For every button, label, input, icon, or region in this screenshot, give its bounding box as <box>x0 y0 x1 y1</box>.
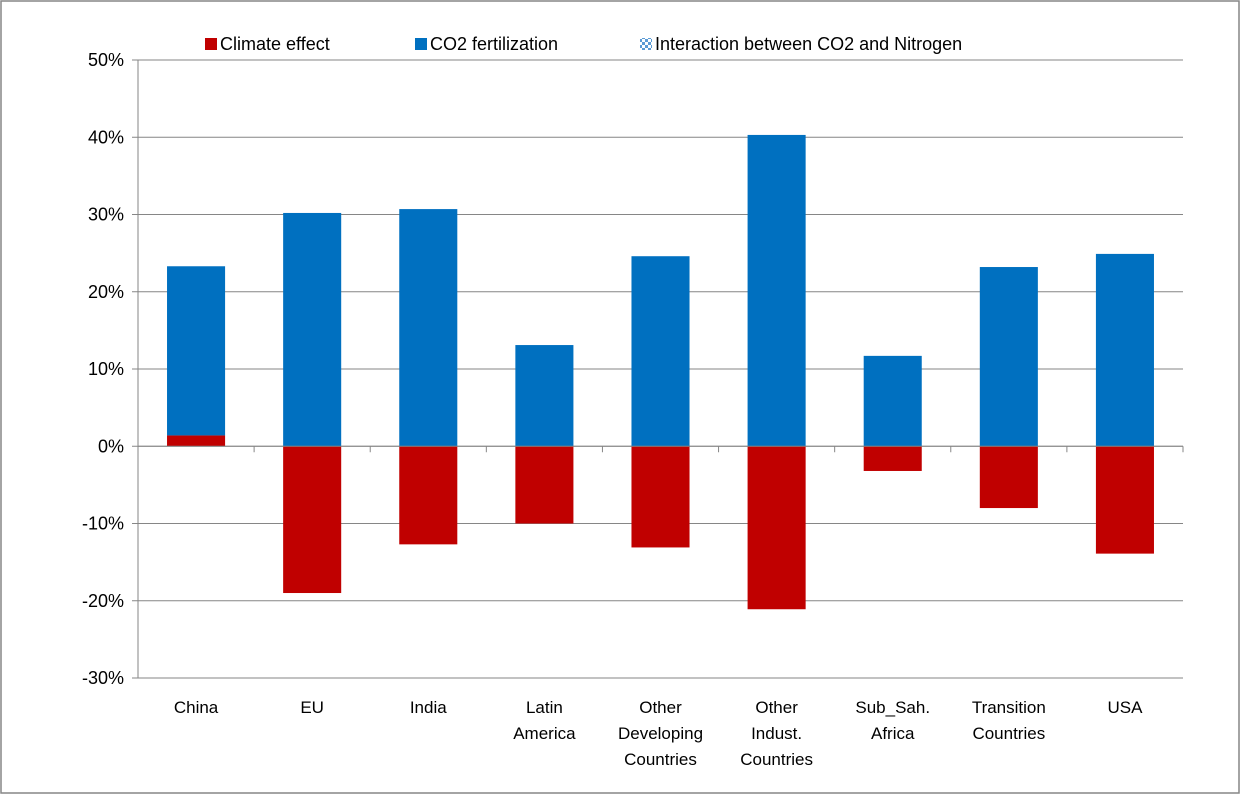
y-tick-label: 10% <box>88 359 124 379</box>
bar <box>631 446 690 548</box>
bar <box>863 446 922 471</box>
x-tick-label: Sub_Sah. Africa <box>855 698 930 743</box>
legend-label: CO2 fertilization <box>430 34 558 54</box>
y-tick-label: 50% <box>88 50 124 70</box>
bar <box>1095 446 1154 554</box>
bar <box>167 435 226 447</box>
legend-label: Climate effect <box>220 34 330 54</box>
bar <box>747 134 806 447</box>
x-tick-label: Transition Countries <box>972 698 1046 743</box>
bar <box>1095 253 1154 447</box>
bar <box>747 446 806 610</box>
bar <box>399 446 458 545</box>
y-tick-label: -20% <box>82 591 124 611</box>
bar <box>167 266 226 436</box>
y-tick-label: -30% <box>82 668 124 688</box>
y-tick-label: 20% <box>88 282 124 302</box>
bar <box>979 446 1038 509</box>
legend-swatch <box>415 38 427 50</box>
bar <box>979 267 1038 447</box>
x-tick-label: Other Indust. Countries <box>740 698 813 769</box>
x-tick-label: EU <box>300 698 324 717</box>
legend-label: Interaction between CO2 and Nitrogen <box>655 34 962 54</box>
y-tick-label: -10% <box>82 514 124 534</box>
y-tick-label: 30% <box>88 205 124 225</box>
x-tick-label: Latin America <box>513 698 576 743</box>
y-tick-label: 0% <box>98 436 124 456</box>
x-tick-label: USA <box>1107 698 1143 717</box>
x-tick-label: China <box>174 698 219 717</box>
bar <box>863 355 922 447</box>
x-tick-label: India <box>410 698 447 717</box>
bar <box>399 209 458 447</box>
bar <box>283 212 342 447</box>
bar <box>515 446 574 524</box>
bar <box>631 256 690 447</box>
bar <box>283 446 342 594</box>
x-tick-label: Other Developing Countries <box>618 698 703 769</box>
bar <box>515 345 574 447</box>
legend-swatch <box>205 38 217 50</box>
y-tick-label: 40% <box>88 127 124 147</box>
legend-swatch <box>640 38 652 50</box>
